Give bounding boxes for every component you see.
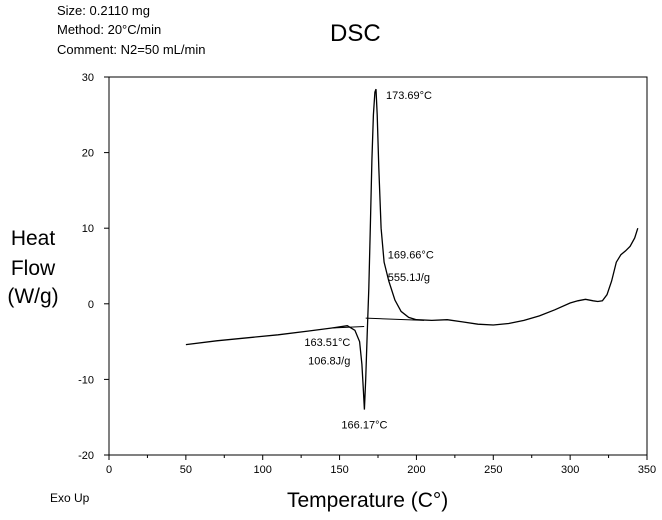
sample-size-text: Size: 0.2110 mg <box>57 3 150 18</box>
chart-title: DSC <box>330 20 381 47</box>
y-axis-label-line-1: Heat <box>10 227 56 250</box>
x-tick-label: 50 <box>180 464 192 476</box>
y-tick-label: 30 <box>82 72 94 84</box>
peak-annotation: 166.17°C <box>341 420 387 432</box>
x-axis-ticks: 0 50 100 150 200 250 300 350 <box>106 455 656 476</box>
peak-annotation: 106.8J/g <box>308 355 350 367</box>
y-tick-label: 20 <box>82 148 94 160</box>
y-tick-label: 10 <box>82 223 94 235</box>
y-tick-label: -10 <box>78 374 94 386</box>
x-tick-label: 350 <box>638 464 656 476</box>
x-tick-label: 300 <box>561 464 579 476</box>
x-tick-label: 250 <box>484 464 502 476</box>
heat-flow-curve <box>185 88 639 410</box>
peak-annotation: 169.66°C <box>388 249 434 261</box>
peak-annotation: 173.69°C <box>386 90 432 102</box>
y-tick-label: 0 <box>88 299 94 311</box>
x-tick-label: 150 <box>330 464 348 476</box>
y-axis-ticks: -20 -10 0 10 20 30 <box>78 72 109 462</box>
x-tick-label: 0 <box>106 464 112 476</box>
y-axis-label-line-3: (W/g) <box>7 285 59 308</box>
exo-up-note: Exo Up <box>50 491 90 505</box>
baseline-segment <box>365 317 425 321</box>
comment-text: Comment: N2=50 mL/min <box>57 42 206 57</box>
method-text: Method: 20°C/min <box>57 22 162 37</box>
x-tick-label: 100 <box>254 464 272 476</box>
y-axis-label-line-2: Flow <box>10 257 56 280</box>
x-tick-label: 200 <box>407 464 425 476</box>
peak-annotation: 163.51°C <box>304 337 350 349</box>
y-tick-label: -20 <box>78 450 94 462</box>
x-axis-label: Temperature (C°) <box>287 489 449 512</box>
peak-annotation: 555.1J/g <box>388 272 430 284</box>
peak-annotations: 173.69°C 169.66°C 555.1J/g 163.51°C 106.8J/g… <box>304 90 433 431</box>
